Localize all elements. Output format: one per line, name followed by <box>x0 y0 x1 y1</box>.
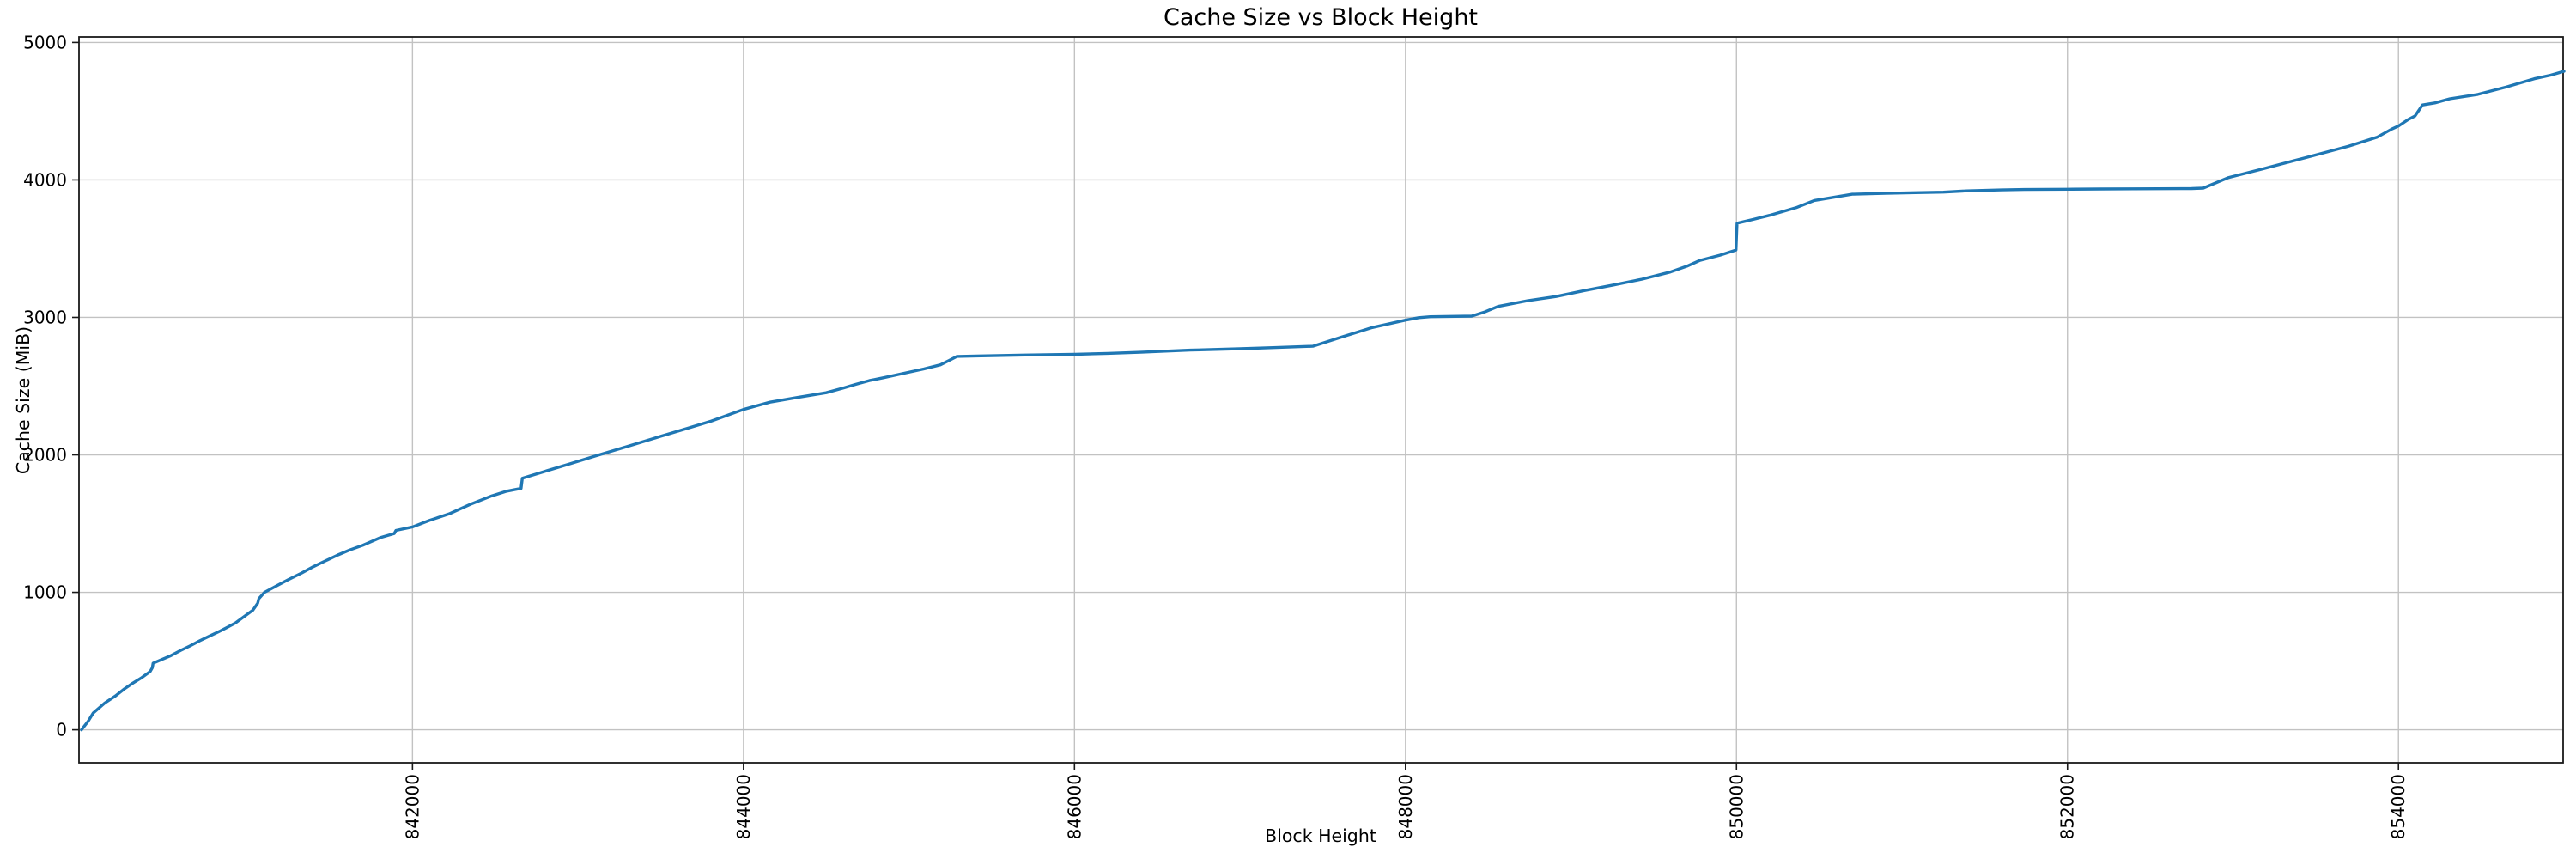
y-tick-label: 5000 <box>23 32 67 52</box>
x-tick-label: 854000 <box>2388 774 2409 839</box>
chart-title: Cache Size vs Block Height <box>1163 4 1478 31</box>
tick-label-layer: 842000 844000 846000 848000 850000 852000 8540… <box>23 32 2409 839</box>
cache-size-line <box>80 70 2566 732</box>
plot-border <box>78 36 2564 764</box>
x-tick-label: 846000 <box>1064 774 1084 839</box>
x-tick-label: 852000 <box>2057 774 2078 839</box>
x-tick-label: 848000 <box>1395 774 1416 839</box>
y-tick-label: 1000 <box>23 582 67 603</box>
x-tick-label: 844000 <box>733 774 754 839</box>
x-tick-label: 842000 <box>402 774 422 839</box>
grid-layer <box>79 37 2563 763</box>
x-tick-label: 850000 <box>1726 774 1747 839</box>
y-axis-label: Cache Size (MiB) <box>13 326 33 474</box>
y-tick-label: 3000 <box>23 307 67 327</box>
y-tick-label: 0 <box>56 720 67 740</box>
y-tick-label: 4000 <box>23 169 67 190</box>
x-axis-label: Block Height <box>1265 825 1376 846</box>
y-tick-label: 2000 <box>23 445 67 466</box>
tick-layer <box>72 41 2400 770</box>
